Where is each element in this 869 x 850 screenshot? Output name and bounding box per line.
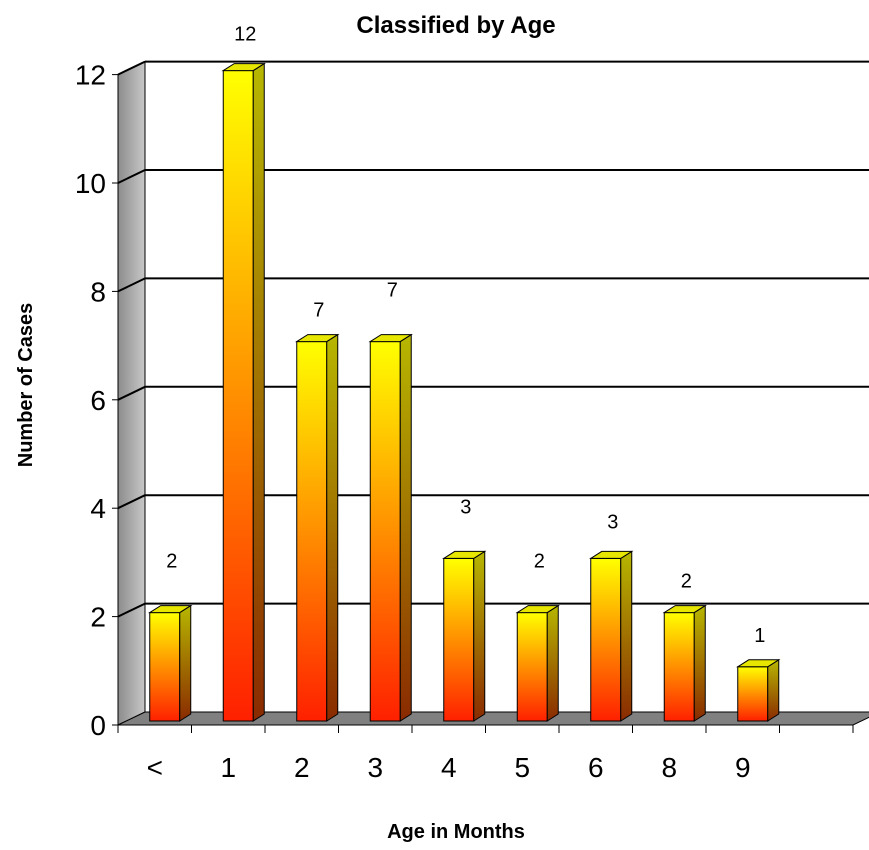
data-label: 3 xyxy=(607,511,618,533)
bar-side xyxy=(693,604,706,722)
bar xyxy=(589,550,634,722)
bar xyxy=(736,658,781,722)
data-label: 3 xyxy=(460,496,471,518)
x-tick-label: 1 xyxy=(220,752,236,783)
data-label: 7 xyxy=(387,280,398,302)
bar xyxy=(221,62,266,722)
gridline-diagonal xyxy=(117,277,146,293)
bar-front xyxy=(443,557,475,722)
data-label: 2 xyxy=(681,571,692,593)
bar xyxy=(368,333,413,722)
data-label: 2 xyxy=(166,551,177,573)
gridline-diagonal xyxy=(117,385,146,401)
x-tick-label: 2 xyxy=(294,752,310,783)
y-tick-label: 6 xyxy=(90,385,106,416)
y-tick-label: 8 xyxy=(90,276,106,307)
y-axis-title: Number of Cases xyxy=(15,303,37,468)
gridline-diagonal xyxy=(117,169,146,184)
bar-side xyxy=(767,658,780,722)
bar-top xyxy=(515,605,560,614)
bar xyxy=(148,604,193,722)
bar-front xyxy=(516,612,548,722)
bar-top xyxy=(295,334,340,343)
bar-side xyxy=(473,550,486,722)
x-tick-label: 3 xyxy=(367,752,383,783)
y-tick-label: 2 xyxy=(90,602,106,633)
y-tick-label: 4 xyxy=(90,493,106,524)
bar-top xyxy=(148,605,193,614)
y-tick-label: 0 xyxy=(90,710,106,741)
bar-front xyxy=(149,612,181,722)
data-label: 1 xyxy=(754,625,765,647)
gridlines xyxy=(117,60,869,618)
x-tick-label: 6 xyxy=(588,752,604,783)
x-tick-label: 4 xyxy=(441,752,457,783)
bar-top xyxy=(662,605,707,614)
y-tick-label: 12 xyxy=(75,60,106,91)
data-label: 7 xyxy=(313,300,324,322)
gridline-diagonal xyxy=(117,494,146,510)
bar xyxy=(662,604,707,722)
bar-side xyxy=(326,333,339,722)
bar xyxy=(515,604,560,722)
bar-top xyxy=(589,550,634,559)
data-labels: 2 12 7 7 3 2 3 2 1 xyxy=(166,24,765,647)
bar-top xyxy=(221,63,266,72)
bar-front xyxy=(369,341,401,722)
bar-side xyxy=(546,604,559,722)
bar-front xyxy=(222,70,254,722)
bar-top xyxy=(736,659,781,668)
x-tick-label: < xyxy=(147,752,163,783)
bar xyxy=(442,550,487,722)
bar-side xyxy=(399,333,412,722)
data-label: 12 xyxy=(234,24,256,46)
bar-side xyxy=(179,604,192,722)
gridline-diagonal xyxy=(117,602,146,618)
x-tick-label: 8 xyxy=(661,752,677,783)
x-tick-label: 5 xyxy=(514,752,530,783)
bar-front xyxy=(663,612,695,722)
bar-side xyxy=(620,550,633,722)
bar-top xyxy=(368,334,413,343)
gridline-diagonal xyxy=(117,60,146,76)
bar-front xyxy=(296,341,328,722)
bar-top xyxy=(442,550,487,559)
x-tick-label: 9 xyxy=(735,752,751,783)
bar xyxy=(295,333,340,722)
y-tick-label: 10 xyxy=(75,168,106,199)
bar-side xyxy=(252,62,265,722)
x-axis-title: Age in Months xyxy=(387,821,525,843)
bars xyxy=(148,62,781,722)
bar-front xyxy=(590,557,622,722)
bar-front xyxy=(737,666,769,722)
chart-title: Classified by Age xyxy=(356,12,555,39)
data-label: 2 xyxy=(534,551,545,573)
